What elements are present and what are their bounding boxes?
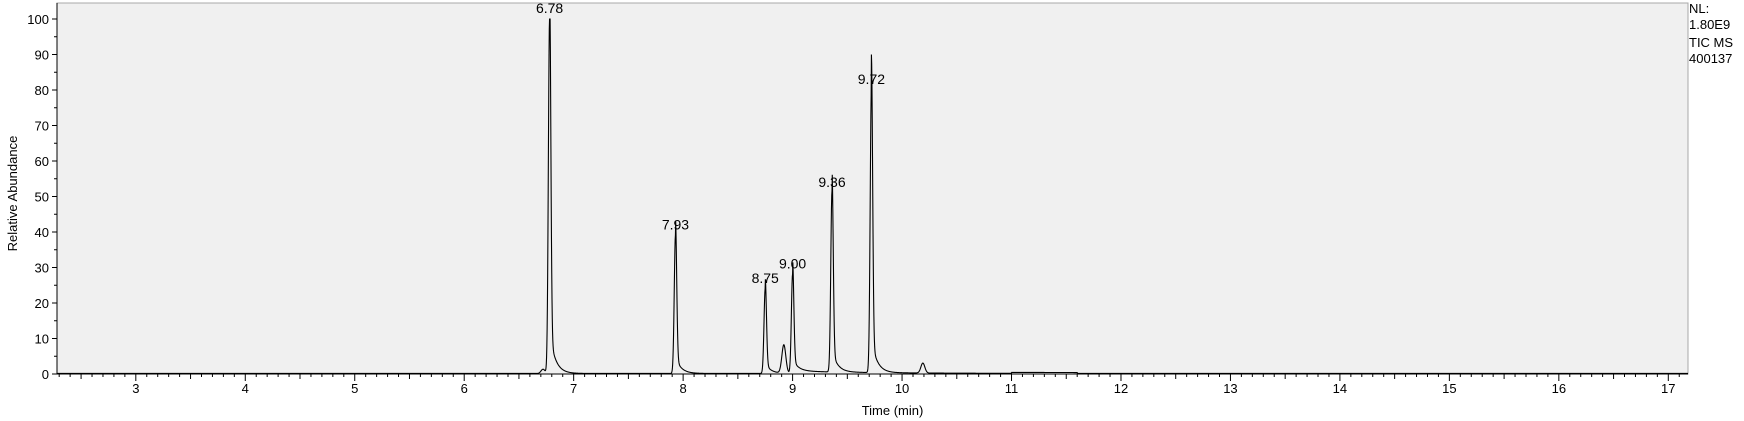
peak-label: 9.72 xyxy=(858,71,885,87)
peak-label: 9.36 xyxy=(818,174,845,190)
nl-value: 1.80E9 xyxy=(1689,17,1731,32)
x-axis-title: Time (min) xyxy=(862,403,924,418)
peak-label: 6.78 xyxy=(536,0,563,16)
x-tick-label: 16 xyxy=(1552,381,1566,396)
peak-label: 7.93 xyxy=(662,217,689,233)
nl-label: NL: xyxy=(1689,1,1710,16)
x-tick-label: 5 xyxy=(351,381,358,396)
y-tick-label: 60 xyxy=(35,154,49,169)
y-tick-label: 0 xyxy=(42,367,49,382)
peak-label: 8.75 xyxy=(752,270,779,286)
x-tick-label: 7 xyxy=(570,381,577,396)
y-tick-label: 30 xyxy=(35,261,49,276)
y-tick-label: 20 xyxy=(35,296,49,311)
x-tick-label: 8 xyxy=(680,381,687,396)
y-axis-title: Relative Abundance xyxy=(5,136,20,252)
x-tick-label: 9 xyxy=(789,381,796,396)
y-tick-label: 70 xyxy=(35,119,49,134)
scan-type: TIC MS xyxy=(1689,35,1734,50)
x-tick-label: 10 xyxy=(895,381,909,396)
y-tick-label: 40 xyxy=(35,225,49,240)
x-tick-label: 4 xyxy=(242,381,249,396)
x-tick-label: 14 xyxy=(1333,381,1347,396)
tic-trace xyxy=(57,18,1688,375)
x-tick-label: 15 xyxy=(1442,381,1456,396)
x-tick-label: 3 xyxy=(132,381,139,396)
y-tick-label: 10 xyxy=(35,332,49,347)
x-tick-label: 11 xyxy=(1005,381,1019,396)
x-tick-label: 13 xyxy=(1223,381,1237,396)
x-tick-label: 6 xyxy=(461,381,468,396)
y-tick-label: 100 xyxy=(27,12,49,27)
x-tick-label: 12 xyxy=(1114,381,1128,396)
y-tick-label: 50 xyxy=(35,190,49,205)
peak-label: 9.00 xyxy=(779,256,806,272)
y-tick-label: 80 xyxy=(35,83,49,98)
x-tick-label: 17 xyxy=(1661,381,1675,396)
file-id: 400137 xyxy=(1689,51,1733,66)
y-tick-label: 90 xyxy=(35,48,49,63)
